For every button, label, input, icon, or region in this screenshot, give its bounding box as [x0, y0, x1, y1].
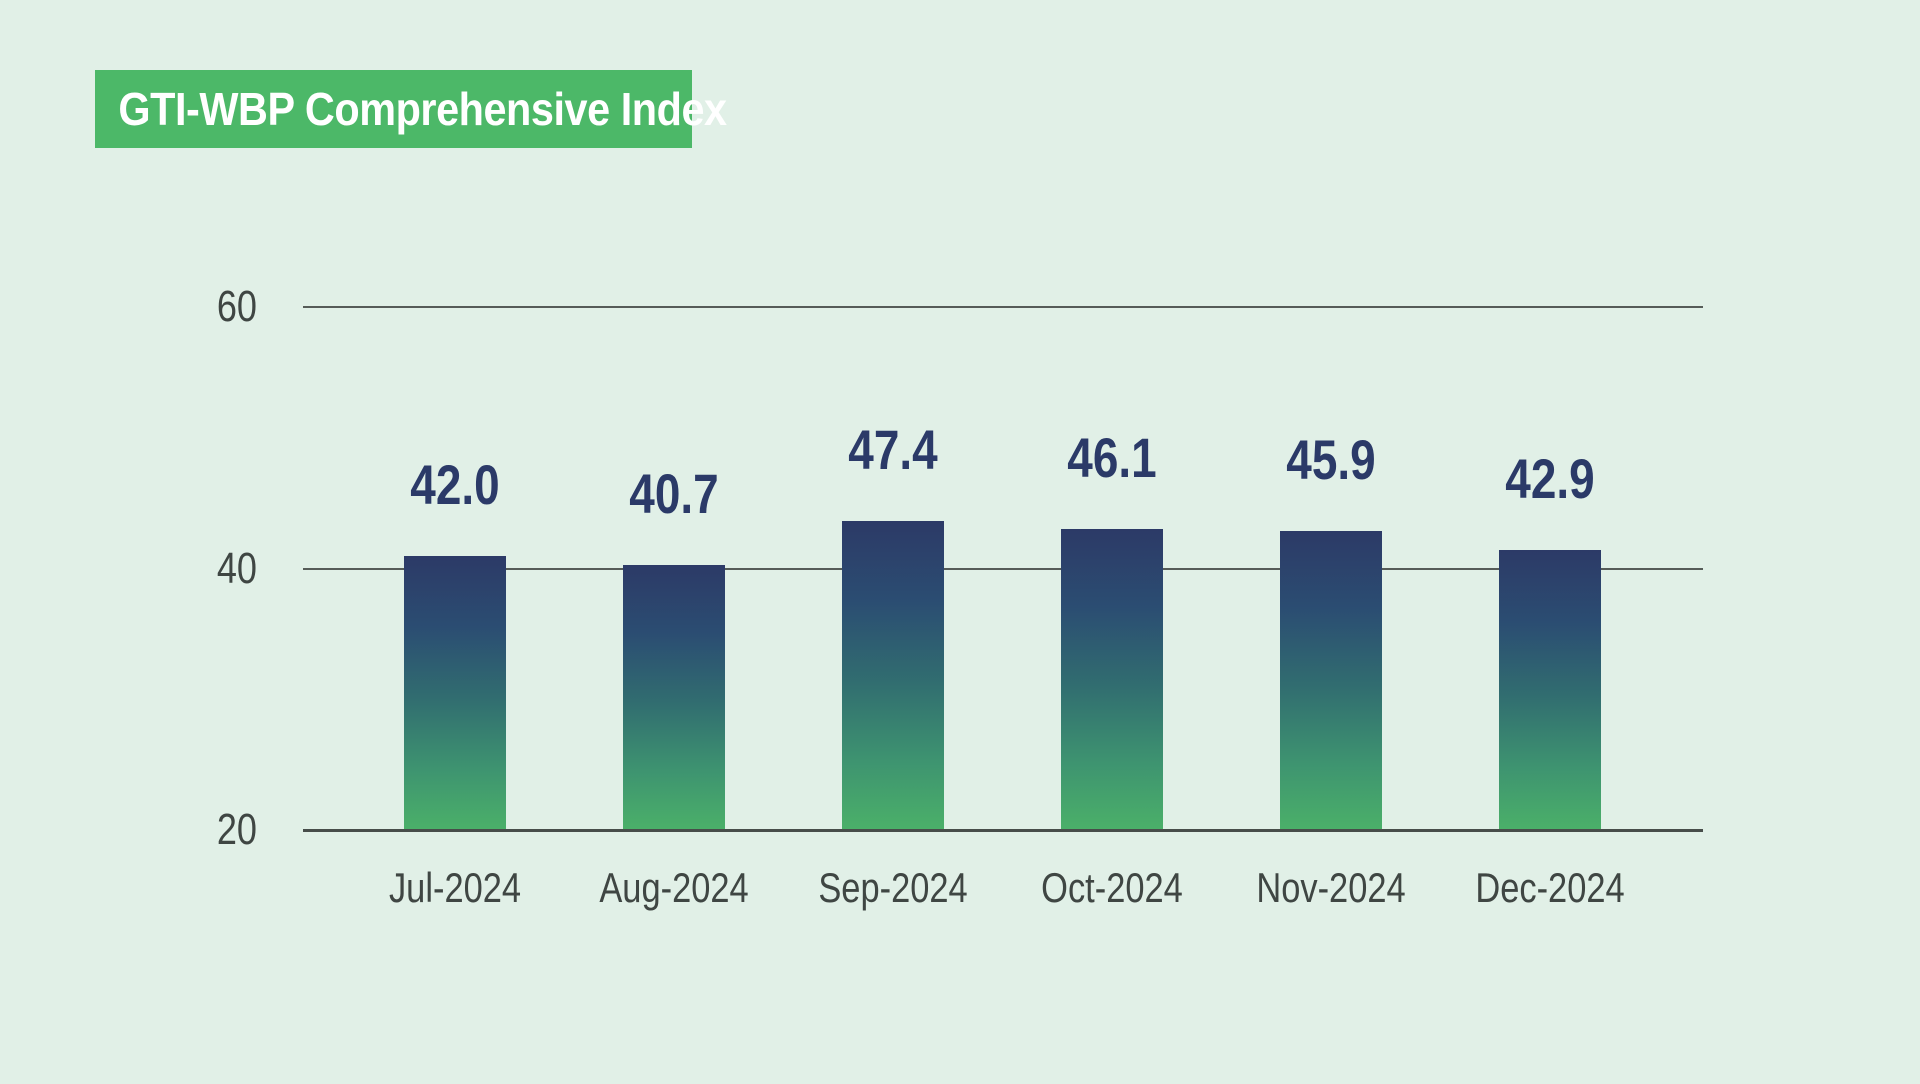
y-tick-label-20: 20 — [216, 805, 257, 854]
y-tick-label-60: 60 — [216, 282, 257, 331]
x-axis-label-Oct-2024: Oct-2024 — [1041, 864, 1183, 911]
bar-Jul-2024 — [404, 556, 506, 830]
bar-value-label-Oct-2024: 46.1 — [1067, 426, 1157, 489]
bar-Sep-2024 — [842, 521, 944, 830]
x-axis-label-Aug-2024: Aug-2024 — [599, 864, 749, 911]
bar-Aug-2024 — [623, 565, 725, 830]
bar-value-label-Nov-2024: 45.9 — [1286, 428, 1376, 491]
gridline-60 — [303, 306, 1703, 308]
x-axis-label-Jul-2024: Jul-2024 — [388, 864, 522, 911]
x-axis-line — [303, 829, 1703, 832]
bar-Nov-2024 — [1280, 531, 1382, 830]
y-tick-label-40: 40 — [216, 543, 257, 593]
x-axis-label-Nov-2024: Nov-2024 — [1256, 864, 1406, 911]
x-axis-label-Dec-2024: Dec-2024 — [1475, 864, 1625, 911]
x-axis-label-Sep-2024: Sep-2024 — [818, 864, 968, 911]
chart-title: GTI-WBP Comprehensive Index — [118, 83, 727, 135]
bar-value-label-Aug-2024: 40.7 — [629, 462, 719, 525]
chart-title-box: GTI-WBP Comprehensive Index — [95, 70, 727, 148]
bar-Oct-2024 — [1061, 529, 1163, 830]
bar-Dec-2024 — [1499, 550, 1601, 830]
gridline-40 — [303, 567, 1703, 570]
bar-value-label-Dec-2024: 42.9 — [1505, 447, 1595, 510]
bar-value-label-Jul-2024: 42.0 — [410, 453, 500, 516]
bar-value-label-Sep-2024: 47.4 — [848, 418, 938, 481]
